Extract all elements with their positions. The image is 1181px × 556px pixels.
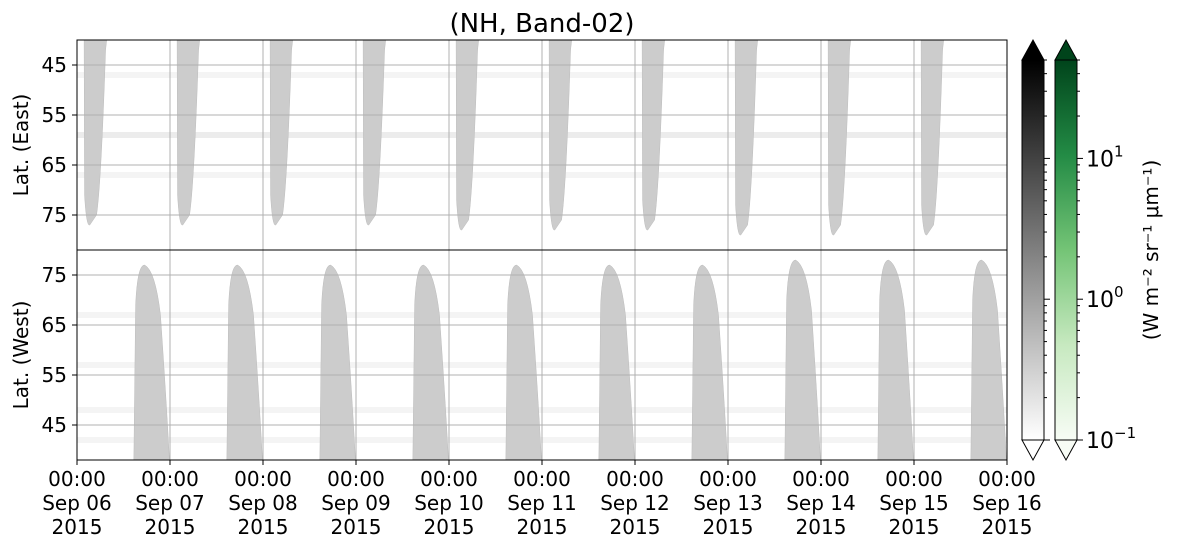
panel-west: 45 55 65 75 Lat. (West) — [9, 249, 1008, 461]
west-lit-region — [598, 264, 635, 460]
xtick-label: 00:00 Sep 08 2015 — [228, 467, 298, 539]
east-lit-region — [176, 40, 200, 226]
panel-east: 45 55 65 75 Lat. (East) — [9, 39, 1008, 251]
colorbar-tick-label: 10−1 — [1086, 424, 1136, 454]
east-lit-region — [83, 40, 107, 226]
east-lit-region — [362, 40, 386, 226]
west-lit-region — [784, 259, 821, 460]
west-ytick-label: 45 — [42, 413, 67, 437]
colorbar-greens-extend-high — [1054, 38, 1078, 61]
colorbar-greens — [1054, 38, 1078, 462]
east-lit-region — [455, 40, 479, 231]
colorbar-greys-extend-high — [1021, 38, 1045, 61]
west-lit-region — [226, 264, 263, 460]
east-ytick-label: 45 — [42, 53, 67, 77]
west-ytick-label: 75 — [42, 263, 67, 287]
chart-title: (NH, Band-02) — [449, 9, 634, 39]
panel-east-grid — [77, 40, 1007, 250]
east-lit-region — [827, 40, 851, 236]
east-ytick-label: 55 — [42, 103, 67, 127]
colorbar-greys-body — [1021, 59, 1045, 441]
panel-west-yticks: 45 55 65 75 — [42, 263, 77, 437]
colorbar-greens-extend-low — [1054, 439, 1078, 462]
west-lit-region — [319, 264, 356, 460]
xtick-label: 00:00 Sep 10 2015 — [414, 467, 484, 539]
colorbar-greys-extend-low — [1021, 439, 1045, 462]
xtick-label: 00:00 Sep 07 2015 — [135, 467, 205, 539]
east-ytick-label: 65 — [42, 153, 67, 177]
panel-west-grid — [77, 250, 1007, 460]
east-lit-region — [548, 40, 572, 231]
west-ytick-label: 65 — [42, 313, 67, 337]
xtick-label: 00:00 Sep 11 2015 — [507, 467, 577, 539]
east-lit-region — [734, 40, 758, 236]
panel-east-ylabel: Lat. (East) — [9, 94, 33, 197]
colorbar-minor-ticks — [1044, 59, 1083, 441]
west-lit-region — [691, 264, 728, 460]
xtick-label: 00:00 Sep 15 2015 — [879, 467, 949, 539]
colorbar-tick-label: 100 — [1086, 283, 1124, 313]
xtick-label: 00:00 Sep 13 2015 — [693, 467, 763, 539]
west-lit-region — [970, 259, 1007, 460]
east-lit-region — [641, 40, 665, 231]
colorbar-greys — [1021, 38, 1045, 462]
east-lit-region — [269, 40, 293, 226]
colorbar-label: (W m⁻² sr⁻¹ μm⁻¹) — [1139, 160, 1163, 341]
west-lit-region — [505, 264, 542, 460]
x-axis-ticks: 00:00 Sep 06 2015 00:00 Sep 07 2015 00:00 Sep 0… — [42, 460, 1042, 539]
xtick-label: 00:00 Sep 16 2015 — [972, 467, 1042, 539]
east-ytick-label: 75 — [42, 203, 67, 227]
colorbar-greens-body — [1054, 59, 1078, 441]
colorbar-tick-label: 101 — [1086, 142, 1124, 172]
west-lit-region — [412, 264, 449, 460]
panel-west-ylabel: Lat. (West) — [9, 301, 33, 410]
xtick-label: 00:00 Sep 09 2015 — [321, 467, 391, 539]
xtick-label: 00:00 Sep 06 2015 — [42, 467, 112, 539]
east-lit-region — [920, 40, 944, 236]
west-lit-region — [877, 259, 914, 460]
panel-east-yticks: 45 55 65 75 — [42, 53, 77, 227]
colorbar-ticks: 101 100 10−1 — [1086, 142, 1136, 454]
west-lit-region — [133, 264, 170, 460]
xtick-label: 00:00 Sep 12 2015 — [600, 467, 670, 539]
xtick-label: 00:00 Sep 14 2015 — [786, 467, 856, 539]
west-ytick-label: 55 — [42, 363, 67, 387]
